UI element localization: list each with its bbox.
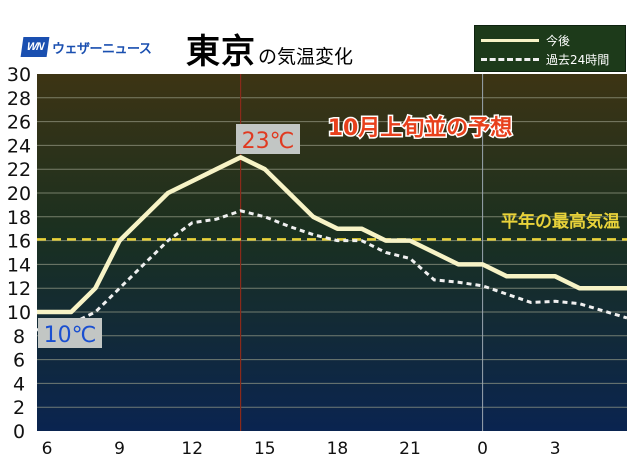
max-label-box: [236, 124, 300, 154]
legend: 今後 過去24時間: [474, 25, 626, 72]
past-24h-line: [36, 209, 628, 332]
min-temp-label: 10℃: [44, 323, 97, 348]
plot-area: [37, 74, 627, 431]
min-label-box: [38, 318, 102, 348]
y-tick-label: 4: [13, 373, 25, 395]
logo-text: ウェザーニュース: [52, 41, 152, 57]
weathernews-logo: WN ウェザーニュース: [20, 37, 152, 57]
normal-high-label: 平年の最高気温: [501, 211, 620, 232]
y-tick-label: 26: [7, 112, 31, 134]
dashed-line-icon: [481, 58, 539, 61]
y-tick-label: 16: [7, 231, 31, 253]
y-tick-label: 14: [7, 254, 31, 276]
y-tick-label: 20: [7, 183, 31, 205]
legend-label: 過去24時間: [546, 53, 610, 67]
x-tick-label: 6: [42, 439, 53, 459]
x-axis-ticks: 6 9 12 15 18 21 0 3: [42, 439, 561, 459]
solid-line-icon: [481, 39, 539, 42]
chart-title: 東京 の気温変化: [186, 24, 353, 73]
y-tick-label: 2: [13, 397, 25, 419]
y-tick-label: 8: [13, 326, 25, 348]
legend-label: 今後: [546, 34, 571, 48]
y-tick-label: 12: [7, 278, 31, 300]
forecast-headline: 10月上旬並の予想: [328, 115, 513, 141]
x-tick-label: 0: [477, 439, 488, 459]
forecast-line: [37, 155, 627, 315]
y-tick-label: 0: [13, 421, 25, 443]
title-subtitle: の気温変化: [258, 46, 354, 68]
y-tick-label: 10: [7, 302, 31, 324]
y-tick-label: 18: [7, 207, 31, 229]
x-tick-label: 9: [114, 439, 125, 459]
y-tick-label: 24: [7, 135, 31, 157]
y-tick-label: 30: [7, 64, 31, 86]
y-tick-label: 6: [13, 350, 25, 372]
x-tick-label: 15: [254, 439, 276, 459]
x-tick-label: 12: [181, 439, 203, 459]
y-tick-label: 22: [7, 159, 31, 181]
legend-item-forecast: 今後: [481, 32, 570, 49]
legend-item-past: 過去24時間: [481, 51, 609, 68]
gridlines: [37, 97, 627, 408]
x-tick-label: 18: [327, 439, 349, 459]
y-tick-label: 28: [7, 88, 31, 110]
max-temp-label: 23℃: [242, 129, 295, 154]
title-city: 東京: [186, 32, 256, 72]
x-tick-label: 3: [550, 439, 561, 459]
x-tick-label: 21: [399, 439, 421, 459]
